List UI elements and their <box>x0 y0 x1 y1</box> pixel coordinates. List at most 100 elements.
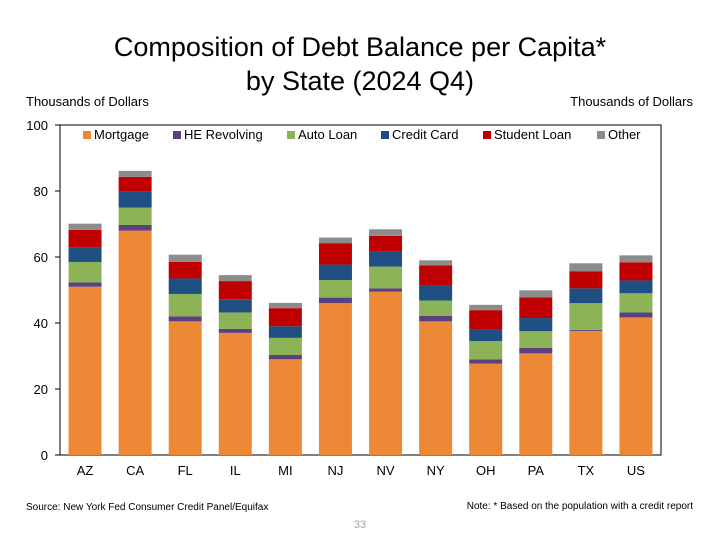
y-tick-label: 40 <box>34 316 48 331</box>
bar-student-loan-mi <box>268 308 302 327</box>
y-axis-unit-right: Thousands of Dollars <box>570 94 693 109</box>
bar-mortgage-ca <box>118 230 152 455</box>
x-tick-label: MI <box>278 463 292 478</box>
bar-credit-card-il <box>218 299 252 313</box>
bar-credit-card-oh <box>469 329 503 342</box>
x-tick-label: NV <box>377 463 395 478</box>
bar-he-revolving-oh <box>469 359 503 364</box>
bar-auto-loan-nj <box>318 280 352 298</box>
legend-label: HE Revolving <box>184 127 263 142</box>
bar-student-loan-il <box>218 281 252 300</box>
bar-student-loan-ny <box>419 265 453 286</box>
bar-mortgage-az <box>68 286 102 455</box>
bar-credit-card-az <box>68 247 102 262</box>
y-tick-label: 100 <box>26 118 48 133</box>
bar-other-az <box>68 223 102 230</box>
legend-label: Auto Loan <box>298 127 357 142</box>
x-tick-label: PA <box>528 463 545 478</box>
legend-label: Student Loan <box>494 127 571 142</box>
bar-auto-loan-nv <box>369 266 403 289</box>
bar-mortgage-tx <box>569 330 603 455</box>
x-tick-label: NJ <box>328 463 344 478</box>
bar-student-loan-fl <box>168 261 202 279</box>
y-tick-label: 80 <box>34 184 48 199</box>
bar-credit-card-pa <box>519 318 553 332</box>
bar-other-ny <box>419 260 453 266</box>
x-tick-label: NY <box>427 463 445 478</box>
bar-he-revolving-il <box>218 328 252 333</box>
bar-other-tx <box>569 263 603 272</box>
bar-mortgage-pa <box>519 353 553 455</box>
legend-label: Other <box>608 127 641 142</box>
bar-student-loan-nv <box>369 235 403 252</box>
bar-mortgage-nv <box>369 291 403 455</box>
bar-other-il <box>218 275 252 282</box>
y-tick-label: 20 <box>34 382 48 397</box>
bar-he-revolving-az <box>68 282 102 287</box>
bar-he-revolving-mi <box>268 355 302 360</box>
chart-title: Composition of Debt Balance per Capita* … <box>0 30 720 98</box>
bar-auto-loan-il <box>218 312 252 329</box>
bar-mortgage-il <box>218 332 252 455</box>
legend-label: Mortgage <box>94 127 149 142</box>
bar-other-ca <box>118 170 152 177</box>
legend-swatch-other <box>597 131 605 139</box>
bar-other-mi <box>268 302 302 309</box>
x-tick-label: FL <box>178 463 193 478</box>
footnote: Note: * Based on the population with a c… <box>466 501 693 512</box>
bar-mortgage-us <box>619 317 653 455</box>
x-tick-label: OH <box>476 463 496 478</box>
plot-area <box>59 124 662 456</box>
legend-swatch-credit-card <box>381 131 389 139</box>
source-note: Source: New York Fed Consumer Credit Pan… <box>26 502 269 513</box>
bar-auto-loan-oh <box>469 341 503 360</box>
bar-mortgage-nj <box>318 303 352 455</box>
bar-credit-card-nj <box>318 264 352 281</box>
bar-he-revolving-nj <box>318 297 352 304</box>
y-axis-unit-left: Thousands of Dollars <box>26 94 149 109</box>
bar-auto-loan-mi <box>268 337 302 356</box>
bar-he-revolving-pa <box>519 347 553 354</box>
bar-other-pa <box>519 290 553 298</box>
bar-credit-card-us <box>619 280 653 294</box>
x-tick-label: US <box>627 463 645 478</box>
legend-swatch-he-revolving <box>173 131 181 139</box>
x-tick-label: IL <box>230 463 241 478</box>
bar-he-revolving-ny <box>419 315 453 322</box>
bar-mortgage-oh <box>469 363 503 455</box>
bar-he-revolving-tx <box>569 329 603 331</box>
bar-he-revolving-nv <box>369 288 403 292</box>
bar-other-fl <box>168 254 202 262</box>
x-tick-label: TX <box>578 463 595 478</box>
legend-swatch-auto-loan <box>287 131 295 139</box>
x-tick-label: CA <box>126 463 144 478</box>
bar-student-loan-tx <box>569 271 603 289</box>
bar-credit-card-mi <box>268 326 302 338</box>
page-number: 33 <box>353 519 367 531</box>
legend-swatch-mortgage <box>83 131 91 139</box>
chart-title-line-1: Composition of Debt Balance per Capita* <box>113 32 607 62</box>
y-tick-label: 60 <box>34 250 48 265</box>
bar-auto-loan-us <box>619 293 653 313</box>
bar-credit-card-fl <box>168 278 202 294</box>
bar-auto-loan-fl <box>168 293 202 317</box>
bar-he-revolving-us <box>619 312 653 318</box>
bar-auto-loan-pa <box>519 331 553 348</box>
bar-student-loan-us <box>619 262 653 281</box>
bar-credit-card-ny <box>419 285 453 301</box>
chart-title-line-2: by State (2024 Q4) <box>245 66 475 96</box>
bar-student-loan-oh <box>469 310 503 330</box>
bar-mortgage-ny <box>419 321 453 455</box>
bar-credit-card-tx <box>569 288 603 304</box>
bar-auto-loan-ny <box>419 300 453 316</box>
bar-auto-loan-tx <box>569 303 603 330</box>
bar-other-nv <box>369 229 403 236</box>
x-tick-label: AZ <box>77 463 94 478</box>
bar-other-oh <box>469 304 503 311</box>
legend-swatch-student-loan <box>483 131 491 139</box>
bar-auto-loan-az <box>68 261 102 283</box>
bar-mortgage-mi <box>268 359 302 455</box>
bar-other-us <box>619 255 653 263</box>
legend-label: Credit Card <box>392 127 458 142</box>
